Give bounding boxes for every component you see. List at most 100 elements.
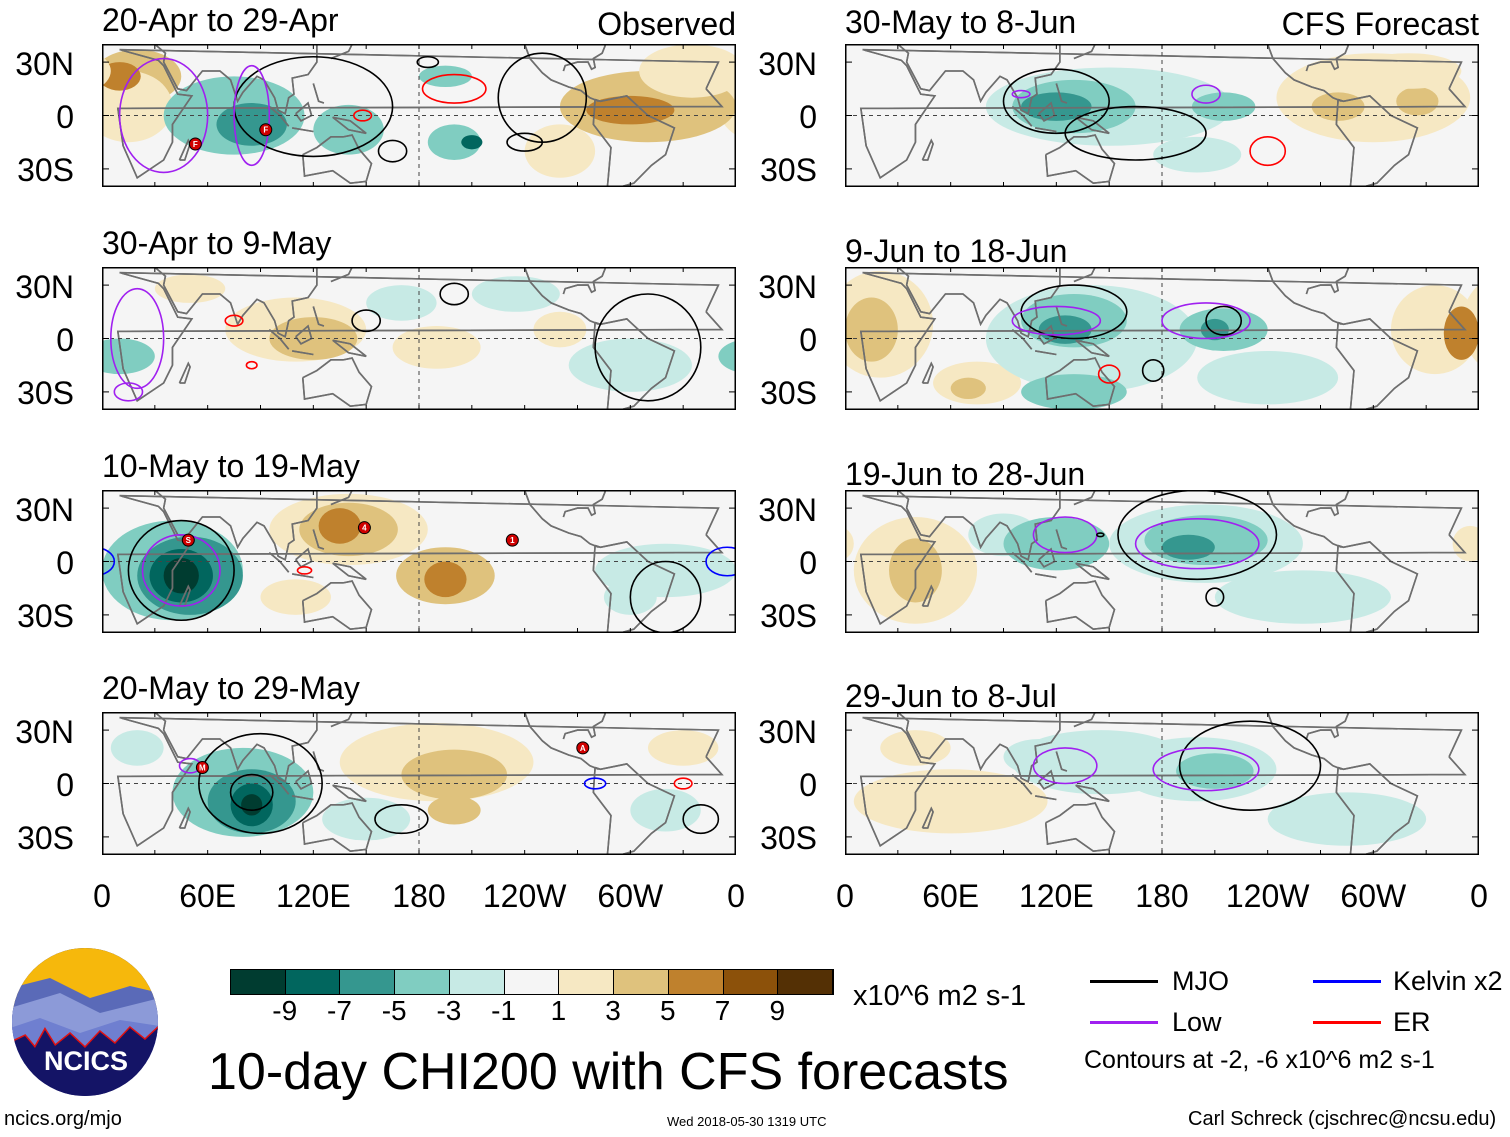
anomaly-shading [241, 794, 263, 816]
coastline [332, 562, 367, 581]
panel-title: 10-May to 19-May [102, 448, 360, 484]
lat-label: 0 [799, 767, 817, 803]
anomaly-shading [322, 797, 411, 841]
lon-label: 0 [93, 878, 111, 914]
wave-contour [1178, 720, 1322, 812]
coastline [154, 44, 318, 115]
coastline [592, 763, 676, 855]
colorbar-tick-label: -9 [272, 995, 298, 1026]
coastline [1305, 712, 1350, 740]
anomaly-shading [647, 730, 719, 766]
coastline [592, 95, 676, 187]
anomaly-shading [1443, 306, 1479, 360]
anomaly-shading [427, 795, 481, 825]
wave-contour [682, 804, 720, 835]
coastline [178, 361, 191, 384]
coastline [897, 490, 1061, 561]
coastline [859, 716, 1467, 847]
map-panel [102, 267, 736, 410]
tropical-cyclone-icon: F [259, 123, 273, 137]
panel-title: 29-Jun to 8-Jul [845, 678, 1057, 714]
anomaly-shading [1153, 136, 1242, 173]
observed-label: Observed [597, 6, 736, 42]
coastline [312, 751, 325, 772]
coastline [332, 116, 367, 135]
storm-label: S [186, 536, 192, 545]
coastline [1044, 580, 1116, 630]
coastline [301, 134, 373, 184]
wave-contour [705, 546, 736, 577]
figure-title: 10-day CHI200 with CFS forecasts [208, 1043, 1009, 1101]
lon-label: 60W [1340, 878, 1407, 914]
wave-contour [583, 777, 607, 790]
map-panel [845, 712, 1479, 855]
coastline [330, 712, 353, 728]
coastline [1073, 490, 1096, 506]
coastline [1305, 490, 1350, 518]
wave-contour [439, 282, 470, 306]
anomaly-shading [318, 508, 361, 544]
colorbar-tick-label: 1 [550, 995, 567, 1026]
panel-title: 19-Jun to 28-Jun [845, 456, 1086, 492]
coastline [859, 271, 1467, 402]
wave-contour [127, 519, 235, 622]
panel-title: 9-Jun to 18-Jun [845, 233, 1068, 269]
coastline [921, 138, 934, 161]
panel-title: 30-Apr to 9-May [102, 225, 332, 261]
wave-contour [1134, 517, 1260, 570]
colorbar-tick-label: 3 [605, 995, 621, 1026]
lon-label: 60E [179, 878, 237, 914]
coastline [1055, 83, 1068, 104]
lon-label: 120E [275, 878, 351, 914]
colorbar-tick-label: 5 [660, 995, 676, 1026]
coastline [921, 806, 934, 829]
coastline [1266, 44, 1342, 103]
coastline [292, 127, 314, 133]
lon-label: 60W [597, 878, 664, 914]
lat-label: 30S [17, 598, 74, 634]
anomaly-shading [392, 326, 481, 369]
coastline [178, 806, 191, 829]
anomaly-shading [1021, 92, 1092, 121]
anomaly-shading [568, 338, 692, 392]
lon-label: 0 [1470, 878, 1488, 914]
coastline [330, 490, 353, 506]
coastline [312, 306, 325, 327]
coastline [1073, 712, 1096, 728]
coastline [523, 44, 599, 103]
colorbar-swatch [614, 970, 669, 994]
coastline [1075, 562, 1110, 581]
coastline [562, 712, 607, 740]
colorbar-tick-label: -3 [436, 995, 462, 1026]
anomaly-shading [1267, 792, 1427, 846]
coastline [330, 44, 353, 60]
map-panel: FF [102, 44, 736, 187]
coastline [592, 541, 676, 633]
colorbar-swatch [231, 970, 286, 994]
wave-contour [229, 773, 274, 812]
lat-label: 30N [758, 46, 817, 82]
coastline [330, 267, 353, 283]
coastline [562, 44, 607, 72]
coastline [1035, 127, 1057, 133]
lat-label: 30N [15, 714, 74, 750]
coastline [116, 716, 724, 847]
coastline [1035, 573, 1057, 579]
wave-contour [141, 534, 221, 607]
footer-url[interactable]: ncics.org/mjo [4, 1108, 122, 1130]
lat-label: 30N [15, 46, 74, 82]
panel-title: 20-May to 29-May [102, 670, 360, 706]
tropical-cyclone-icon: A [576, 741, 590, 755]
wave-contour [1141, 359, 1165, 383]
coastline [1305, 44, 1350, 72]
anomaly-shading [366, 285, 437, 321]
lat-label: 30N [15, 269, 74, 305]
lat-label: 30S [17, 152, 74, 188]
anomaly-shading [154, 274, 226, 303]
legend-low-label: Low [1172, 1007, 1222, 1037]
panel-title: 30-May to 8-Jun [845, 4, 1077, 40]
wave-contour [673, 777, 693, 790]
anomaly-shading [424, 561, 467, 598]
wave-contour [377, 139, 408, 163]
